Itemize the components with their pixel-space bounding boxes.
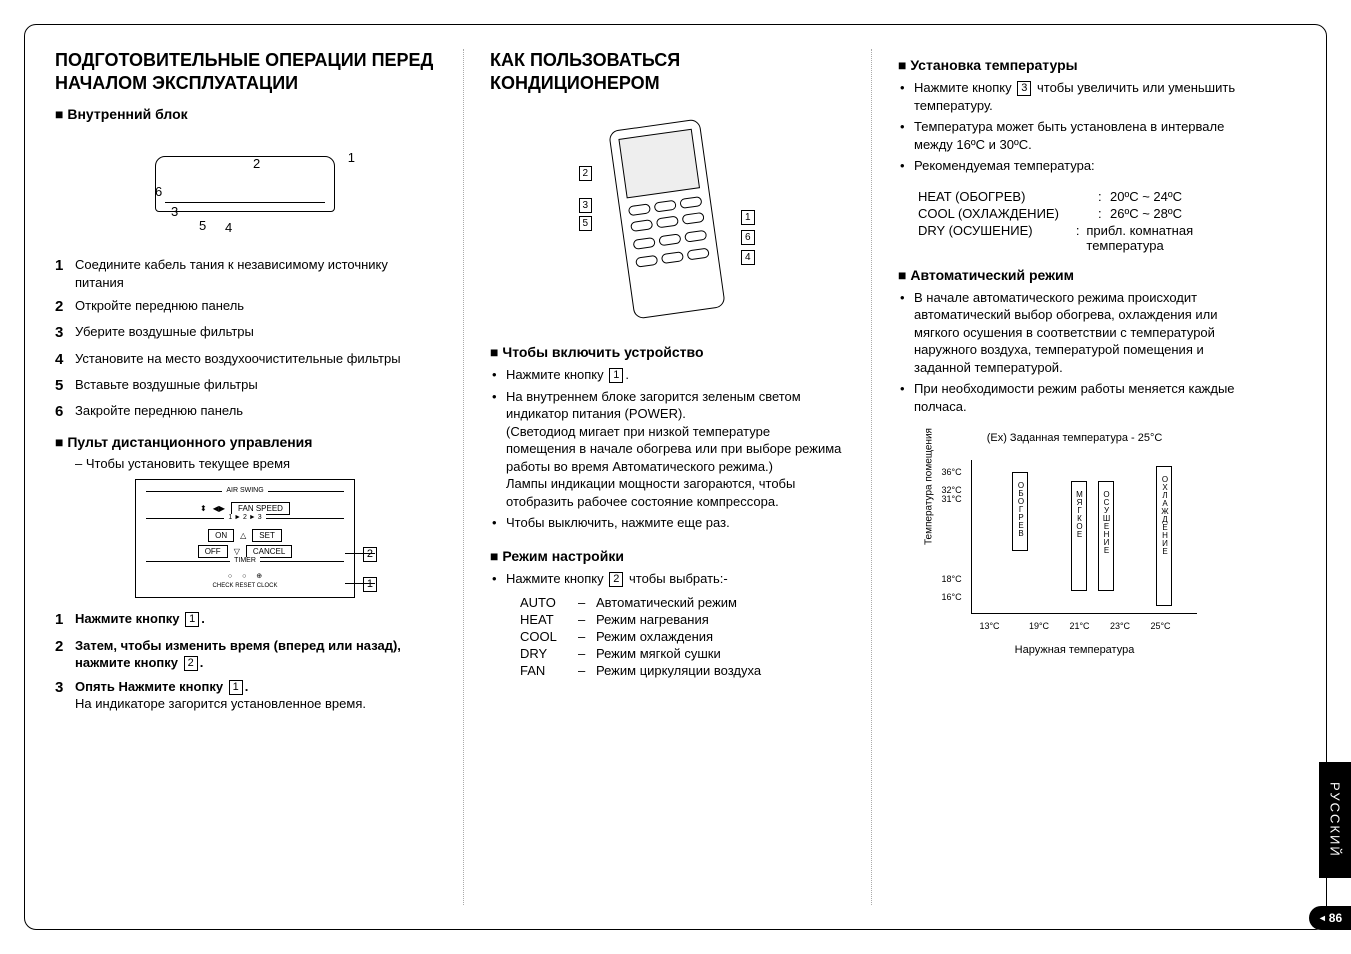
modes-table: AUTO–Автоматический режим HEAT–Режим наг… xyxy=(520,595,843,678)
unit-label-2: 2 xyxy=(253,156,260,171)
indoor-unit-diagram: 1 2 3 4 5 6 xyxy=(135,132,355,242)
unit-label-6: 6 xyxy=(155,184,162,199)
list-item: На внутреннем блоке загорится зеленым св… xyxy=(506,388,843,511)
chart-plot-area: 36°C32°C31°C18°C16°C13°C19°C21°C23°C25°C… xyxy=(971,460,1197,614)
auto-mode-chart: (Ex) Заданная температура - 25°С Темпера… xyxy=(898,432,1251,656)
remote-step: Опять Нажмите кнопку 1.На индикаторе заг… xyxy=(75,678,366,713)
mode-heading: Режим настройки xyxy=(490,548,843,564)
indoor-unit-steps: 1Соедините кабель тания к независимому и… xyxy=(55,256,435,422)
remote-step: Нажмите кнопку 1. xyxy=(75,610,205,630)
list-item: При необходимости режим работы меняется … xyxy=(914,380,1251,415)
temp-heading: Установка температуры xyxy=(898,57,1251,73)
page-number: 86 xyxy=(1309,906,1351,930)
power-heading: Чтобы включить устройство xyxy=(490,344,843,360)
list-item: Температура может быть установлена в инт… xyxy=(914,118,1251,153)
auto-list: В начале автоматического режима происход… xyxy=(898,289,1251,416)
step-text: Уберите воздушные фильтры xyxy=(75,323,254,343)
list-item: Чтобы выключить, нажмите еще раз. xyxy=(506,514,843,532)
unit-label-3: 3 xyxy=(171,204,178,219)
remote-callout-1: 1 xyxy=(363,577,377,592)
remote-step: Затем, чтобы изменить время (вперед или … xyxy=(75,637,435,672)
remote-callout-2: 2 xyxy=(363,547,377,562)
step-text: Установите на место воздухоочистительные… xyxy=(75,350,401,370)
mode-intro: Нажмите кнопку 2 чтобы выбрать:- xyxy=(490,570,843,588)
step-text: Вставьте воздушные фильтры xyxy=(75,376,258,396)
temp-list: Нажмите кнопку 3 чтобы увеличить или уме… xyxy=(898,79,1251,175)
remote-lower-diagram: AIR SWING ⬍◀▶FAN SPEED 1 ► 2 ► 3 ON△SET … xyxy=(135,479,355,598)
remote-sub: – Чтобы установить текущее время xyxy=(55,456,435,471)
col2-title: КАК ПОЛЬЗОВАТЬСЯ КОНДИЦИОНЕРОМ xyxy=(490,49,843,94)
step-text: Откройте переднюю панель xyxy=(75,297,244,317)
unit-label-1: 1 xyxy=(348,150,355,165)
indoor-unit-heading: Внутренний блок xyxy=(55,106,435,122)
language-tab: РУССКИЙ xyxy=(1319,762,1351,878)
remote-heading: Пульт дистанционного управления xyxy=(55,434,435,450)
list-item: Нажмите кнопку 2 чтобы выбрать:- xyxy=(506,570,843,588)
unit-label-4: 4 xyxy=(225,220,232,235)
list-item: Нажмите кнопку 3 чтобы увеличить или уме… xyxy=(914,79,1251,114)
unit-label-5: 5 xyxy=(199,218,206,233)
column-2: КАК ПОЛЬЗОВАТЬСЯ КОНДИЦИОНЕРОМ 2 3 5 1 6… xyxy=(463,49,843,905)
remote-full-diagram: 2 3 5 1 6 4 xyxy=(577,106,757,326)
auto-heading: Автоматический режим xyxy=(898,267,1251,283)
chart-ylabel: Температура помещения xyxy=(923,428,934,545)
page-frame: ПОДГОТОВИТЕЛЬНЫЕ ОПЕРАЦИИ ПЕРЕД НАЧАЛОМ … xyxy=(24,24,1327,930)
step-text: Закройте переднюю панель xyxy=(75,402,243,422)
column-3: Установка температуры Нажмите кнопку 3 ч… xyxy=(871,49,1251,905)
list-item: Рекомендуемая температура: xyxy=(914,157,1251,175)
list-item: В начале автоматического режима происход… xyxy=(914,289,1251,377)
remote-steps: 1Нажмите кнопку 1. 2Затем, чтобы изменит… xyxy=(55,610,435,712)
chart-xlabel: Наружная температура xyxy=(898,644,1251,656)
power-list: Нажмите кнопку 1. На внутреннем блоке за… xyxy=(490,366,843,532)
chart-title: (Ex) Заданная температура - 25°С xyxy=(898,432,1251,444)
list-item: Нажмите кнопку 1. xyxy=(506,366,843,384)
col1-title: ПОДГОТОВИТЕЛЬНЫЕ ОПЕРАЦИИ ПЕРЕД НАЧАЛОМ … xyxy=(55,49,435,94)
column-1: ПОДГОТОВИТЕЛЬНЫЕ ОПЕРАЦИИ ПЕРЕД НАЧАЛОМ … xyxy=(55,49,435,905)
temp-table: HEAT (ОБОГРЕВ):20ºС ~ 24ºС COOL (ОХЛАЖДЕ… xyxy=(918,189,1251,253)
step-text: Соедините кабель тания к независимому ис… xyxy=(75,256,435,291)
